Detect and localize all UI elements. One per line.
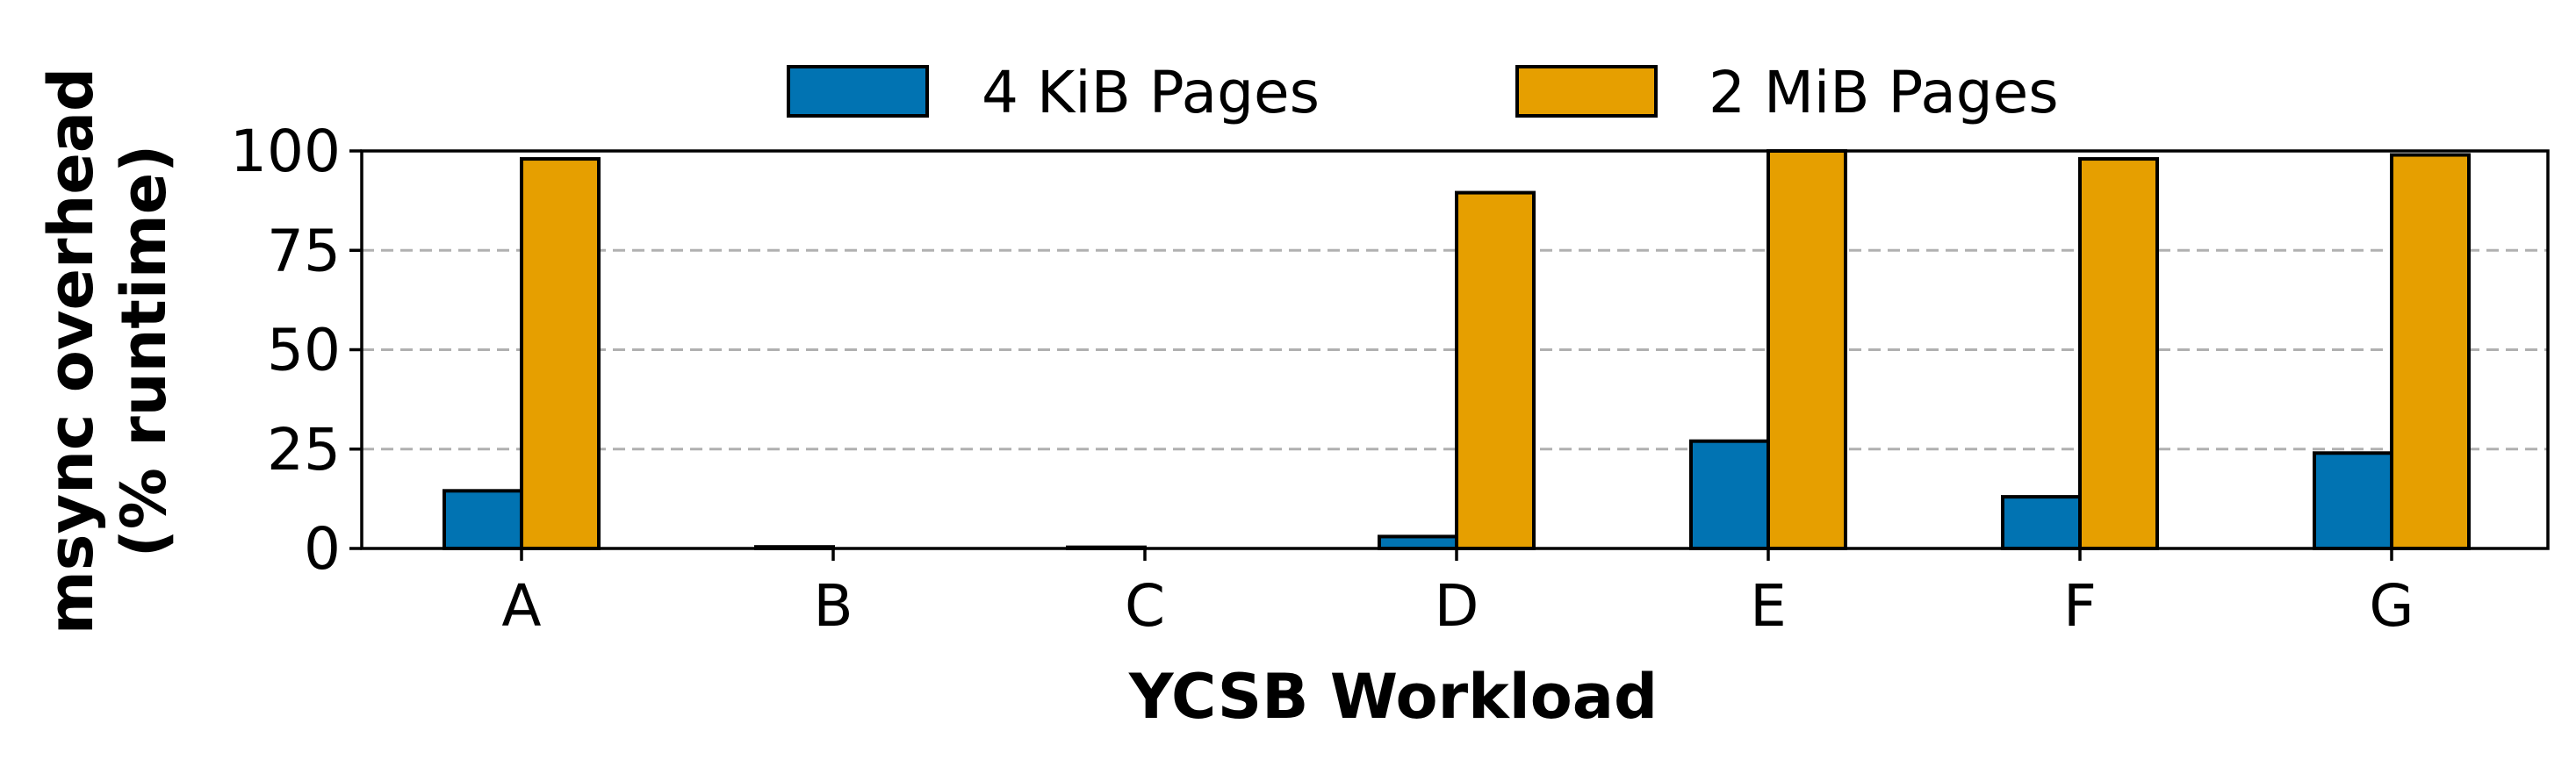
bar-g-series-1 bbox=[2390, 153, 2471, 550]
legend: 4 KiB Pages 2 MiB Pages bbox=[787, 59, 2059, 126]
bar-f-series-0 bbox=[2001, 495, 2082, 550]
y-tick-label-75: 75 bbox=[267, 217, 341, 284]
x-tick-label-g: G bbox=[2369, 572, 2414, 640]
y-tick-label-100: 100 bbox=[230, 118, 341, 185]
x-tick-label-b: B bbox=[813, 572, 853, 640]
bar-d-series-1 bbox=[1455, 190, 1536, 550]
x-axis-title: YCSB Workload bbox=[1128, 661, 1658, 733]
x-tick-label-a: A bbox=[501, 572, 541, 640]
x-tick-label-e: E bbox=[1750, 572, 1787, 640]
legend-swatch-4kib bbox=[787, 65, 929, 118]
bar-g-series-0 bbox=[2313, 451, 2393, 551]
bar-a-series-1 bbox=[520, 157, 601, 550]
bar-d-series-0 bbox=[1378, 534, 1458, 550]
y-tick-label-0: 0 bbox=[304, 515, 341, 583]
y-axis-title-line-1: msync overhead bbox=[35, 68, 107, 634]
bar-f-series-1 bbox=[2078, 157, 2159, 550]
bar-e-series-0 bbox=[1689, 439, 1770, 550]
x-tick-label-c: C bbox=[1125, 572, 1165, 640]
y-axis-title-line-2: (% runtime) bbox=[108, 145, 180, 558]
bar-a-series-0 bbox=[443, 489, 523, 550]
y-tick-label-50: 50 bbox=[267, 317, 341, 384]
legend-label-2mib: 2 MiB Pages bbox=[1709, 59, 2059, 126]
legend-swatch-2mib bbox=[1515, 65, 1658, 118]
legend-label-4kib: 4 KiB Pages bbox=[982, 59, 1320, 126]
y-axis: 0 25 50 75 100 bbox=[230, 118, 362, 583]
x-axis: A B C D E F G bbox=[501, 548, 2414, 640]
x-tick-label-f: F bbox=[2063, 572, 2097, 640]
x-tick-label-d: D bbox=[1435, 572, 1479, 640]
bar-e-series-1 bbox=[1767, 149, 1847, 550]
y-axis-title: msync overhead (% runtime) bbox=[35, 68, 180, 634]
y-tick-label-25: 25 bbox=[267, 416, 341, 484]
